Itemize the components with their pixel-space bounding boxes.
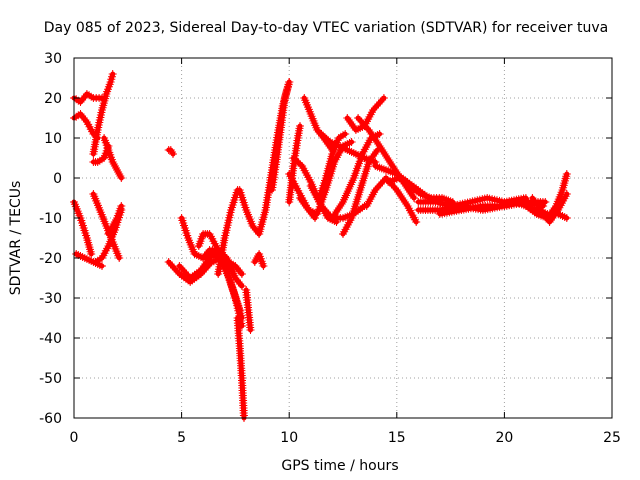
series-plus-markers bbox=[384, 174, 457, 206]
series-arc-21 bbox=[250, 250, 268, 270]
y-tick-label: -40 bbox=[39, 331, 62, 347]
y-axis-tick-labels: -60 -50 -40 -30 -20 -10 0 10 20 30 bbox=[39, 51, 62, 427]
series-plus-markers bbox=[268, 78, 294, 194]
axis-ticks bbox=[73, 57, 613, 419]
series-plus-markers bbox=[242, 286, 255, 334]
x-tick-label: 25 bbox=[603, 430, 621, 446]
series-arc-11 bbox=[164, 146, 177, 158]
y-tick-label: 10 bbox=[44, 131, 62, 147]
series-plus-markers bbox=[250, 250, 268, 270]
grid bbox=[74, 58, 612, 418]
y-tick-label: 30 bbox=[44, 51, 62, 67]
y-tick-label: -60 bbox=[39, 411, 62, 427]
y-tick-label: 20 bbox=[44, 91, 62, 107]
series-arc-20 bbox=[242, 286, 255, 334]
series-arc-07 bbox=[89, 70, 117, 158]
series-arc-19 bbox=[235, 186, 264, 238]
series-arc-36 bbox=[362, 174, 421, 226]
series-arc-10 bbox=[104, 202, 126, 238]
series-arc-03 bbox=[70, 198, 96, 258]
x-tick-label: 5 bbox=[177, 430, 186, 446]
y-tick-label: -20 bbox=[39, 251, 62, 267]
x-tick-label: 10 bbox=[280, 430, 298, 446]
series-arc-18 bbox=[233, 314, 248, 422]
series-plus-markers bbox=[528, 190, 571, 226]
series-plus-markers bbox=[89, 70, 117, 158]
x-tick-label: 15 bbox=[388, 430, 406, 446]
y-tick-label: -10 bbox=[39, 211, 62, 227]
series-arc-01 bbox=[70, 90, 106, 106]
series-plus-markers bbox=[214, 186, 242, 278]
x-axis-tick-labels: 0 5 10 15 20 25 bbox=[70, 430, 621, 446]
series-plus-markers bbox=[235, 186, 264, 238]
y-axis-title: SDTVAR / TECUs bbox=[8, 181, 24, 296]
series-layer bbox=[70, 70, 571, 422]
series-plus-markers bbox=[164, 146, 177, 158]
series-arc-09 bbox=[100, 134, 126, 182]
series-arc-44 bbox=[528, 190, 571, 226]
x-tick-label: 0 bbox=[70, 430, 79, 446]
series-plus-markers bbox=[339, 146, 382, 238]
series-plus-markers bbox=[233, 314, 248, 422]
y-tick-label: 0 bbox=[53, 171, 62, 187]
series-arc-33 bbox=[339, 146, 382, 238]
x-axis-title: GPS time / hours bbox=[281, 458, 398, 474]
chart-title: Day 085 of 2023, Sidereal Day-to-day VTE… bbox=[44, 20, 608, 36]
y-tick-label: -50 bbox=[39, 371, 62, 387]
x-tick-label: 20 bbox=[495, 430, 513, 446]
series-arc-22 bbox=[255, 78, 294, 238]
series-plus-markers bbox=[255, 78, 294, 238]
series-plus-markers bbox=[100, 134, 126, 182]
series-arc-17 bbox=[214, 186, 242, 278]
series-arc-38 bbox=[384, 174, 457, 206]
plot-frame bbox=[73, 57, 613, 419]
y-tick-label: -30 bbox=[39, 291, 62, 307]
series-plus-markers bbox=[104, 202, 126, 238]
series-arc-23 bbox=[268, 78, 294, 194]
